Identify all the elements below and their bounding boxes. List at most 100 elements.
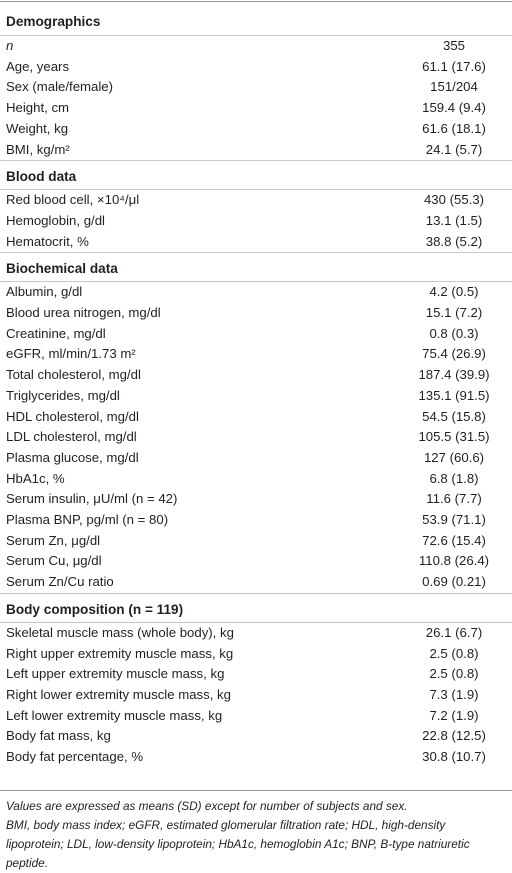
row-value: 7.2 (1.9) (429, 707, 479, 723)
table-row: LDL cholesterol, mg/dl 105.5 (31.5) (0, 427, 512, 448)
table-row: Serum Cu, μg/dl 110.8 (26.4) (0, 551, 512, 572)
row-label: Left lower extremity muscle mass, kg (6, 707, 223, 723)
table-row: Triglycerides, mg/dl 135.1 (91.5) (0, 386, 512, 407)
row-label: n (0, 34, 353, 57)
table-body: Demographics n 355 Age, years 61.1 (17.6) Sex… (0, 4, 512, 768)
table-row: Height, cm 159.4 (9.4) (0, 98, 512, 119)
table-row: Plasma glucose, mg/dl 127 (60.6) (0, 448, 512, 469)
row-value: 26.1 (6.7) (425, 624, 483, 640)
row-label: eGFR, ml/min/1.73 m² (6, 346, 136, 362)
demographics-table: Demographics n 355 Age, years 61.1 (17.6) Sex… (0, 4, 512, 768)
row-value: 7.3 (1.9) (429, 686, 479, 702)
top-rule (0, 1, 512, 2)
row-value-cell: 22.8 (12.5) (352, 726, 512, 747)
table-row: Serum Zn/Cu ratio 0.69 (0.21) (0, 572, 512, 593)
table-row: Body fat percentage, % 30.8 (10.7) (0, 747, 512, 768)
table-row: BMI, kg/m² 24.1 (5.7) (0, 140, 512, 161)
row-value-cell: 6.8 (1.8) (352, 469, 512, 490)
section-header-row: Blood data (0, 160, 512, 190)
row-label: Red blood cell, ×10⁴/μl (0, 189, 353, 211)
row-value-cell: 24.1 (5.7) (352, 140, 512, 161)
table-row: Right upper extremity muscle mass, kg 2.5… (0, 644, 512, 665)
row-value-cell: 2.5 (0.8) (352, 644, 512, 665)
row-label: Age, years (6, 58, 70, 74)
row-value-cell: 30.8 (10.7) (352, 747, 512, 768)
row-value: 151/204 (430, 79, 478, 95)
table-row: Hemoglobin, g/dl 13.1 (1.5) (0, 211, 512, 232)
row-value-cell: 13.1 (1.5) (352, 211, 512, 232)
row-label: HbA1c, % (6, 470, 65, 486)
row-label: Hematocrit, % (6, 233, 89, 249)
row-value-cell: 26.1 (6.7) (352, 621, 512, 644)
table-row: Albumin, g/dl 4.2 (0.5) (0, 281, 512, 304)
row-value: 0.69 (0.21) (422, 574, 486, 590)
table-row: Skeletal muscle mass (whole body), kg 26.… (0, 621, 512, 644)
row-value-cell: 7.3 (1.9) (352, 685, 512, 706)
row-value: 4.2 (0.5) (429, 284, 479, 300)
row-value-cell: 54.5 (15.8) (352, 407, 512, 428)
row-value-cell: 38.8 (5.2) (352, 232, 512, 253)
row-value-cell: 11.6 (7.7) (352, 489, 512, 510)
row-value: 72.6 (15.4) (422, 532, 486, 548)
row-value-cell: 430 (55.3) (352, 189, 512, 211)
section-title: Biochemical data (0, 252, 512, 282)
row-value-cell: 127 (60.6) (352, 448, 512, 469)
table-row: Sex (male/female) 151/204 (0, 77, 512, 98)
row-value-cell: 151/204 (352, 77, 512, 98)
row-value-cell: 135.1 (91.5) (352, 386, 512, 407)
row-value-cell: 355 (352, 34, 512, 57)
row-value: 61.1 (17.6) (422, 58, 486, 74)
row-label: HDL cholesterol, mg/dl (6, 408, 139, 424)
table-row: Body fat mass, kg 22.8 (12.5) (0, 726, 512, 747)
row-value: 430 (55.3) (423, 192, 485, 208)
row-value-cell: 4.2 (0.5) (352, 281, 512, 304)
row-value-cell: 61.1 (17.6) (352, 57, 512, 78)
table-row: Left upper extremity muscle mass, kg 2.5 … (0, 664, 512, 685)
row-label: Serum Zn/Cu ratio (6, 574, 114, 590)
table-row: Blood urea nitrogen, mg/dl 15.1 (7.2) (0, 303, 512, 324)
table-row: Creatinine, mg/dl 0.8 (0.3) (0, 324, 512, 345)
row-label: Right upper extremity muscle mass, kg (6, 645, 234, 661)
row-value: 159.4 (9.4) (422, 100, 486, 116)
table-row: Weight, kg 61.6 (18.1) (0, 119, 512, 140)
table-row: Left lower extremity muscle mass, kg 7.2 … (0, 706, 512, 727)
row-value-cell: 187.4 (39.9) (352, 365, 512, 386)
row-value: 13.1 (1.5) (425, 212, 483, 228)
row-value: 110.8 (26.4) (418, 553, 490, 569)
row-label: LDL cholesterol, mg/dl (6, 429, 137, 445)
table-row: Red blood cell, ×10⁴/μl 430 (55.3) (0, 189, 512, 211)
row-value: 11.6 (7.7) (426, 491, 482, 507)
section-title: Blood data (0, 160, 512, 190)
row-value-cell: 53.9 (71.1) (352, 510, 512, 531)
table-footnote: Values are expressed as means (SD) excep… (6, 797, 506, 873)
section-header-row: Demographics (0, 4, 512, 36)
row-value-cell: 0.69 (0.21) (352, 572, 512, 593)
table-row: Total cholesterol, mg/dl 187.4 (39.9) (0, 365, 512, 386)
row-label: Right lower extremity muscle mass, kg (6, 686, 231, 702)
row-value-cell: 110.8 (26.4) (352, 551, 512, 572)
row-label: Body fat percentage, % (6, 749, 144, 765)
bottom-rule (0, 790, 512, 791)
table-row: Hematocrit, % 38.8 (5.2) (0, 232, 512, 253)
row-value-cell: 0.8 (0.3) (352, 324, 512, 345)
table-row: Serum Zn, μg/dl 72.6 (15.4) (0, 531, 512, 552)
row-label: Weight, kg (6, 120, 69, 136)
row-value: 54.5 (15.8) (422, 408, 486, 424)
row-label: Serum Cu, μg/dl (6, 553, 102, 569)
row-label: Skeletal muscle mass (whole body), kg (0, 621, 353, 644)
row-label: Blood urea nitrogen, mg/dl (6, 305, 161, 321)
row-label: Creatinine, mg/dl (6, 325, 106, 341)
section-title: Body composition (n = 119) (0, 592, 512, 623)
row-value: 38.8 (5.2) (425, 233, 483, 249)
row-value-cell: 159.4 (9.4) (352, 98, 512, 119)
row-value: 15.1 (7.2) (425, 305, 483, 321)
table-row: HbA1c, % 6.8 (1.8) (0, 469, 512, 490)
row-label: Triglycerides, mg/dl (6, 387, 120, 403)
table-row: Plasma BNP, pg/ml (n = 80) 53.9 (71.1) (0, 510, 512, 531)
row-label: Serum insulin, μU/ml (n = 42) (6, 491, 178, 507)
footnote-values-note: Values are expressed as means (SD) excep… (6, 799, 408, 813)
row-label: Height, cm (6, 100, 70, 116)
section-header-row: Body composition (n = 119) (0, 592, 512, 623)
row-value: 2.5 (0.8) (429, 666, 479, 682)
